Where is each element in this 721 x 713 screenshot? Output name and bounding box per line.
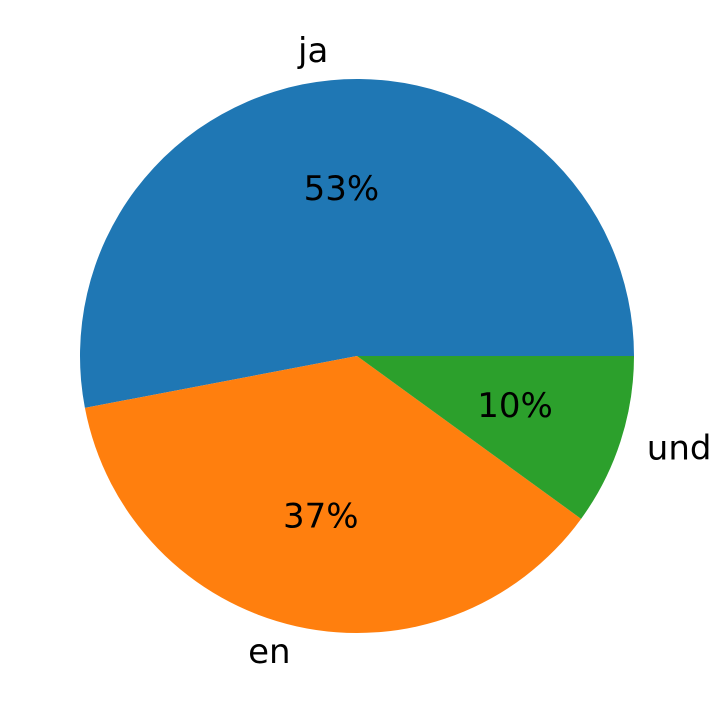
slices-layer: [79, 78, 634, 634]
pie-pct-label-und: 10%: [477, 386, 553, 426]
pie-pct-label-en: 37%: [283, 497, 359, 537]
pie-pct-label-ja: 53%: [304, 169, 380, 209]
pie-slice-en: [84, 356, 582, 634]
pie-slice-ja: [79, 78, 634, 408]
pie-category-label-en: en: [248, 632, 290, 672]
labels-layer: 53% ja 37% en 10% und: [248, 31, 711, 672]
pie-category-label-ja: ja: [297, 31, 328, 71]
pie-category-label-und: und: [647, 429, 712, 469]
pie-slice-und: [357, 356, 634, 519]
